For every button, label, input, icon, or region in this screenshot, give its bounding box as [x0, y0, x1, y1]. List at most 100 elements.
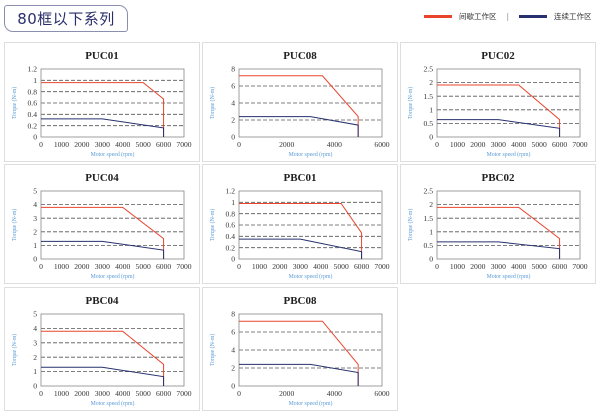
y-tick-label: 0.5 — [424, 119, 434, 128]
x-tick-label: 4000 — [511, 140, 526, 149]
x-tick-label: 0 — [237, 262, 241, 271]
chart-panel-puc02: PUC02 0 0.5 1 1.5 2 2.5 0 1000 2000 3000 4000 5000 60… — [400, 42, 596, 162]
continuous-curve — [437, 119, 561, 137]
x-tick-label: 1000 — [54, 262, 69, 271]
x-tick-label: 3000 — [95, 262, 110, 271]
plot-area — [40, 68, 185, 138]
x-tick-label: 7000 — [572, 140, 587, 149]
chart-puc02: PUC02 0 0.5 1 1.5 2 2.5 0 1000 2000 3000 4000 5000 60… — [407, 50, 588, 158]
x-tick-label: 0 — [39, 389, 43, 398]
chart-panel-pbc02: PBC02 0 0.5 1 1.5 2 2.5 0 1000 2000 3000 4000 5000 60… — [400, 164, 596, 284]
x-tick-label: 3000 — [95, 140, 110, 149]
x-tick-label: 6000 — [374, 140, 389, 149]
x-tick-label: 2000 — [279, 140, 294, 149]
x-tick-label: 0 — [39, 262, 43, 271]
x-tick-label: 7000 — [374, 262, 389, 271]
y-tick-label: 8 — [231, 310, 235, 319]
y-tick-label: 5 — [33, 310, 37, 319]
y-tick-label: 1.5 — [424, 92, 434, 101]
y-tick-label: 0.4 — [226, 232, 236, 241]
chart-pbc04: PBC04 0 1 2 3 4 5 0 1000 2000 3000 4000 5000 6000 7000… — [11, 295, 192, 407]
x-tick-label: 1000 — [54, 389, 69, 398]
x-tick-label: 2000 — [74, 389, 89, 398]
continuous-curve — [41, 118, 165, 137]
y-tick-label: 0.6 — [28, 99, 38, 108]
intermittent-curve — [41, 82, 165, 137]
continuous-curve — [239, 238, 363, 259]
y-tick-label: 1 — [429, 105, 433, 114]
y-axis-label: Torque (N-m) — [11, 334, 18, 366]
x-tick-label: 0 — [435, 262, 439, 271]
y-tick-label: 1.2 — [226, 187, 236, 196]
y-tick-label: 1 — [33, 241, 37, 250]
x-tick-label: 2000 — [470, 140, 485, 149]
y-tick-label: 0.2 — [28, 121, 38, 130]
x-axis-label: Motor speed (rpm) — [289, 400, 333, 407]
x-tick-label: 6000 — [354, 262, 369, 271]
x-tick-label: 6000 — [156, 262, 171, 271]
y-tick-label: 1 — [33, 76, 37, 85]
series-title: 80框以下系列 — [4, 5, 128, 32]
x-tick-label: 2000 — [74, 140, 89, 149]
chart-panel-puc08: PUC08 0 2 4 6 8 0 2000 4000 6000 Motor speed (rpm)… — [202, 42, 398, 162]
y-tick-label: 1 — [33, 367, 37, 376]
plot-area — [238, 313, 383, 387]
y-tick-label: 1.5 — [424, 214, 434, 223]
plot-area — [40, 313, 185, 387]
y-tick-label: 2.5 — [424, 187, 434, 196]
y-tick-label: 0 — [33, 133, 37, 142]
intermittent-curve — [239, 75, 359, 137]
chart-title: PBC04 — [86, 295, 120, 307]
y-tick-label: 3 — [33, 338, 37, 347]
legend-separator: | — [506, 12, 510, 21]
y-axis-label: Torque (N-m) — [407, 209, 414, 241]
y-tick-label: 1 — [429, 227, 433, 236]
continuous-curve — [239, 116, 359, 137]
legend-swatch-continuous — [519, 15, 548, 18]
x-tick-label: 4000 — [115, 262, 130, 271]
y-tick-label: 4 — [33, 324, 37, 333]
y-tick-label: 0 — [231, 255, 235, 264]
x-tick-label: 2000 — [470, 262, 485, 271]
x-tick-label: 0 — [39, 140, 43, 149]
y-tick-label: 1.2 — [28, 65, 38, 74]
y-tick-label: 4 — [231, 99, 235, 108]
x-axis-label: Motor speed (rpm) — [289, 151, 333, 158]
chart-pbc01: PBC01 0 0.2 0.4 0.6 0.8 1 1.2 0 1000 2000 3000 4000 5… — [209, 172, 390, 280]
y-tick-label: 6 — [231, 82, 235, 91]
y-tick-label: 0.8 — [28, 87, 38, 96]
y-axis-label: Torque (N-m) — [209, 334, 216, 366]
intermittent-curve — [41, 330, 165, 386]
chart-panel-pbc04: PBC04 0 1 2 3 4 5 0 1000 2000 3000 4000 5000 6000 7000… — [4, 287, 200, 411]
x-tick-label: 7000 — [176, 389, 191, 398]
y-tick-label: 3 — [33, 214, 37, 223]
legend: 间歇工作区 | 连续工作区 — [424, 11, 592, 22]
x-tick-label: 0 — [435, 140, 439, 149]
x-axis-label: Motor speed (rpm) — [91, 151, 135, 158]
x-tick-label: 5000 — [136, 262, 151, 271]
x-tick-label: 6000 — [156, 140, 171, 149]
x-tick-label: 1000 — [450, 262, 465, 271]
continuous-curve — [437, 241, 561, 259]
y-tick-label: 8 — [231, 65, 235, 74]
x-tick-label: 4000 — [511, 262, 526, 271]
x-axis-label: Motor speed (rpm) — [487, 151, 531, 158]
x-tick-label: 4000 — [115, 389, 130, 398]
chart-title: PUC04 — [85, 172, 119, 184]
x-axis-label: Motor speed (rpm) — [289, 273, 333, 280]
x-tick-label: 4000 — [115, 140, 130, 149]
continuous-curve — [41, 366, 165, 386]
intermittent-curve — [437, 206, 561, 259]
x-tick-label: 4000 — [313, 262, 328, 271]
x-tick-label: 7000 — [176, 140, 191, 149]
y-axis-label: Torque (N-m) — [11, 87, 18, 119]
x-axis-label: Motor speed (rpm) — [91, 273, 135, 280]
continuous-curve — [41, 240, 165, 259]
x-tick-label: 1000 — [252, 262, 267, 271]
y-tick-label: 0.4 — [28, 110, 38, 119]
y-tick-label: 5 — [33, 187, 37, 196]
chart-puc08: PUC08 0 2 4 6 8 0 2000 4000 6000 Motor speed (rpm)… — [209, 50, 390, 158]
x-tick-label: 2000 — [272, 262, 287, 271]
continuous-curve — [239, 363, 359, 386]
plot-area — [436, 190, 581, 260]
